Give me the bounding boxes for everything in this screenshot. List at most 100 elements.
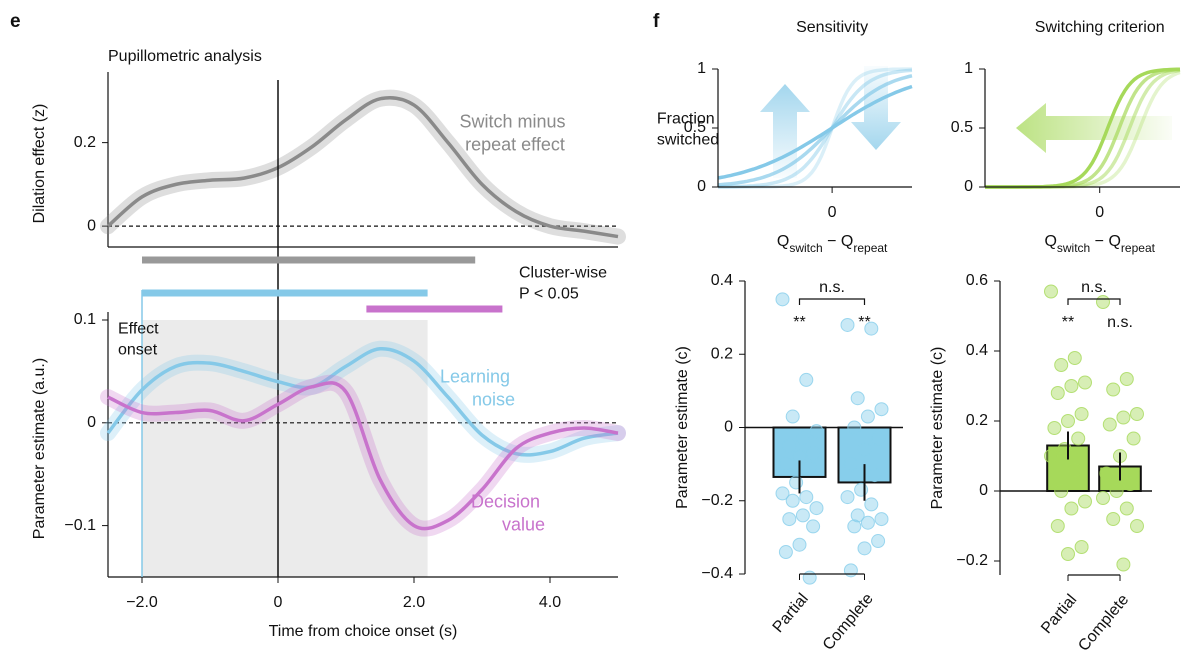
data-point	[809, 424, 824, 439]
data-point	[1116, 557, 1131, 572]
chart-title: Pupillometric analysis	[108, 48, 262, 65]
data-point	[1078, 375, 1092, 390]
x-tick-label: Partial	[1038, 591, 1080, 637]
series-line	[106, 95, 619, 239]
data-point	[1078, 494, 1092, 509]
y-axis-label: Dilation effect (z)	[31, 104, 48, 224]
data-point	[1096, 491, 1110, 505]
data-point	[864, 497, 879, 512]
x-tick-label: 4.0	[539, 594, 561, 611]
data-point	[1067, 351, 1082, 365]
data-point	[847, 519, 862, 534]
data-point	[1099, 466, 1114, 481]
data-point	[778, 457, 793, 472]
schematic-curve	[718, 68, 913, 189]
y-tick-label: 0.1	[74, 311, 96, 328]
data-point	[1106, 382, 1121, 397]
data-point	[857, 442, 872, 457]
x-tick-label: Complete	[1075, 591, 1132, 654]
data-point	[850, 391, 865, 406]
data-point	[795, 431, 810, 446]
data-point	[802, 460, 817, 475]
comparison-label: n.s.	[819, 279, 845, 296]
x-tick-label: 0	[828, 204, 837, 221]
data-point	[864, 321, 879, 336]
comparison-bracket	[798, 298, 866, 305]
y-tick-label: −0.1	[64, 517, 96, 534]
significance-label: **	[793, 314, 805, 331]
data-point	[1057, 442, 1072, 456]
data-point	[1119, 501, 1134, 516]
data-point	[809, 501, 824, 516]
data-point	[1074, 540, 1089, 554]
data-point	[1074, 407, 1089, 421]
x-axis-label-part: − Q	[1090, 233, 1121, 250]
data-point	[843, 457, 858, 472]
y-tick-label: 1	[697, 60, 706, 77]
series-label: Learning noise	[440, 366, 515, 409]
comparison-bracket	[1067, 298, 1121, 305]
data-point	[782, 512, 797, 527]
y-tick-label: 0.4	[966, 342, 988, 359]
data-point	[792, 537, 807, 552]
data-point	[1054, 484, 1069, 498]
x-axis-label-part: Q	[1044, 233, 1056, 250]
data-point	[1044, 284, 1058, 299]
x-axis-label-part: repeat	[1121, 241, 1156, 255]
y-tick-label: −0.2	[956, 552, 988, 569]
data-point	[840, 317, 855, 332]
data-point	[806, 519, 821, 534]
data-point	[847, 420, 862, 435]
panel-letter: f	[653, 11, 660, 32]
data-point	[850, 508, 865, 523]
data-point	[1064, 379, 1079, 393]
chart-title: Sensitivity	[796, 19, 868, 36]
data-point	[1109, 484, 1124, 498]
x-axis-label-part: Q	[777, 233, 789, 250]
x-axis-label: Time from choice onset (s)	[269, 623, 458, 640]
data-point	[785, 409, 800, 424]
x-tick-label: 2.0	[403, 594, 425, 611]
x-axis-label: Qswitch − Qrepeat	[777, 233, 888, 255]
x-axis-label-part: switch	[1057, 241, 1090, 255]
data-point	[799, 372, 814, 387]
y-tick-label: 0.4	[711, 272, 733, 289]
data-point	[860, 409, 875, 424]
data-point	[1130, 519, 1144, 533]
y-tick-label: 0.2	[74, 134, 96, 151]
y-tick-label: 0	[964, 178, 973, 195]
y-axis-label: Fraction switched	[657, 111, 719, 149]
data-point	[802, 570, 817, 585]
data-point	[1050, 386, 1065, 400]
data-point	[1116, 410, 1131, 425]
series-label: Decision value	[471, 491, 545, 534]
data-point	[1061, 547, 1075, 561]
data-point	[1067, 463, 1082, 477]
y-axis-label: Parameter estimate (c)	[929, 347, 946, 510]
y-tick-label: 0	[697, 178, 706, 195]
cluster-label: Cluster-wise P < 0.05	[519, 265, 611, 303]
data-point	[1044, 449, 1058, 463]
x-axis-label-part: switch	[789, 241, 822, 255]
data-point	[1106, 512, 1121, 526]
data-point	[1130, 407, 1144, 421]
x-axis-label: Qswitch − Qrepeat	[1044, 233, 1155, 255]
data-point	[871, 534, 886, 549]
data-point	[795, 508, 810, 523]
arrow	[760, 84, 810, 178]
series-label: Switch minus repeat effect	[459, 111, 570, 154]
x-tick-label: Complete	[820, 590, 877, 653]
panel-letter: e	[10, 11, 21, 32]
x-axis-label-part: repeat	[853, 241, 888, 255]
y-tick-label: 0	[87, 217, 96, 234]
x-tick-label: −2.0	[126, 594, 158, 611]
data-point	[1102, 417, 1117, 432]
schematic-curve	[717, 84, 913, 180]
y-axis-label: Parameter estimate (a.u.)	[31, 358, 48, 539]
x-tick-label: 0	[1095, 204, 1104, 221]
y-tick-label: 0.5	[684, 119, 706, 136]
data-point	[854, 482, 869, 497]
data-point	[789, 475, 804, 490]
data-point	[843, 563, 858, 578]
data-point	[1054, 358, 1069, 372]
